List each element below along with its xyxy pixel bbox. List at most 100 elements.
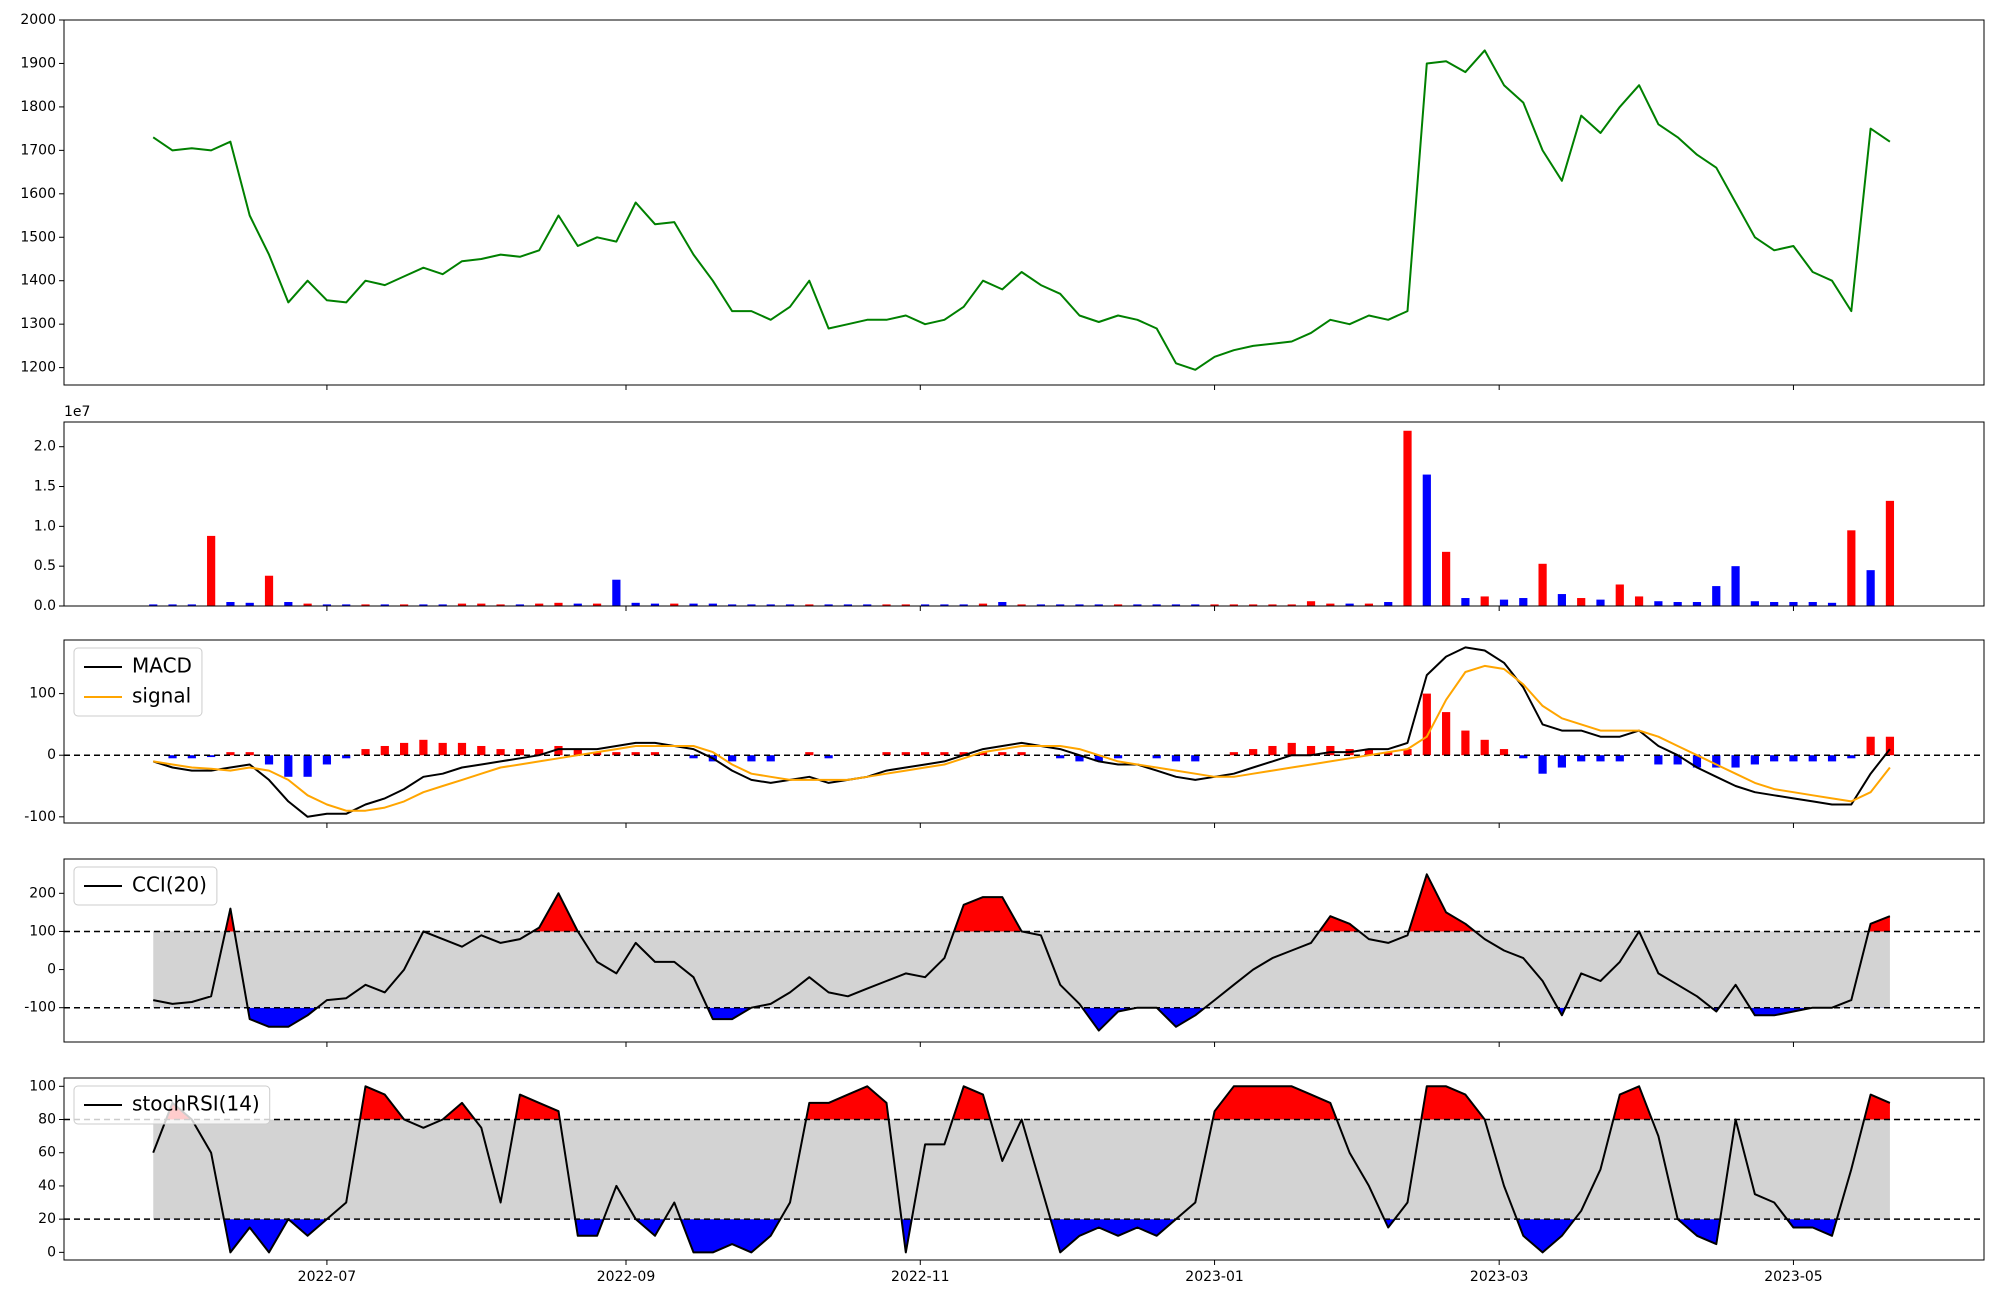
y-tick-label: 2000 bbox=[20, 12, 56, 28]
legend-label: MACD bbox=[132, 654, 192, 678]
histogram-bar bbox=[1480, 739, 1489, 756]
volume-bar bbox=[207, 535, 216, 606]
histogram-bar bbox=[1789, 755, 1798, 762]
legend-label: signal bbox=[132, 684, 191, 708]
volume-bar bbox=[901, 604, 910, 606]
histogram-bar bbox=[882, 752, 891, 756]
histogram-bar bbox=[535, 749, 544, 756]
volume-bar bbox=[1634, 596, 1644, 606]
histogram-bar bbox=[1384, 752, 1393, 756]
histogram-bar bbox=[998, 752, 1007, 756]
y-tick-label: 1300 bbox=[20, 316, 56, 332]
y-tick-label: -100 bbox=[24, 1000, 56, 1016]
volume-bar bbox=[1480, 596, 1489, 606]
volume-bar bbox=[1750, 601, 1759, 606]
volume-bar bbox=[1017, 604, 1026, 606]
volume-bar bbox=[1056, 604, 1065, 606]
histogram-bar bbox=[1673, 755, 1682, 765]
y-tick-label: 100 bbox=[29, 1078, 56, 1094]
histogram-bar bbox=[1403, 749, 1412, 756]
y-tick-label: 0 bbox=[47, 1244, 56, 1260]
volume-bar bbox=[1036, 604, 1045, 606]
volume-bar bbox=[785, 604, 795, 606]
volume-bar bbox=[1461, 598, 1470, 606]
volume-bar bbox=[380, 604, 389, 606]
volume-bar bbox=[940, 604, 949, 606]
x-tick-label: 2023-05 bbox=[1764, 1269, 1823, 1285]
volume-bar bbox=[670, 603, 679, 606]
histogram-bar bbox=[824, 755, 833, 759]
histogram-bar bbox=[1615, 755, 1624, 762]
volume-bar bbox=[1499, 599, 1509, 606]
panel: 0.0 0.5 1.0 1.5 2.0 1e7 bbox=[34, 404, 1985, 614]
panel: -100 0 100 200 CCI(20) bbox=[24, 858, 1985, 1047]
panel-frame bbox=[63, 639, 1985, 824]
histogram-bar bbox=[1249, 749, 1258, 756]
volume-bar bbox=[631, 602, 640, 606]
histogram-bar bbox=[1017, 752, 1026, 756]
histogram-bar bbox=[1422, 693, 1431, 756]
legend: stochRSI(14) bbox=[73, 1085, 271, 1125]
histogram-bar bbox=[1268, 745, 1277, 756]
volume-bar bbox=[843, 604, 853, 606]
histogram-bar bbox=[1287, 742, 1296, 756]
volume-bar bbox=[477, 603, 486, 606]
volume-bar bbox=[1075, 604, 1084, 606]
oversold-fill bbox=[153, 1219, 1890, 1253]
panel-frame bbox=[63, 1077, 1985, 1261]
histogram-bar bbox=[168, 755, 177, 759]
volume-bar bbox=[1113, 604, 1123, 606]
volume-bar bbox=[1249, 604, 1258, 606]
volume-bar bbox=[303, 603, 312, 606]
volume-bar bbox=[1152, 604, 1161, 606]
histogram-bar bbox=[766, 755, 775, 762]
volume-bar bbox=[1326, 603, 1335, 606]
volume-bar bbox=[1442, 551, 1451, 606]
histogram-bar bbox=[1538, 755, 1547, 774]
legend-label: CCI(20) bbox=[132, 873, 207, 897]
histogram-bar bbox=[207, 755, 216, 758]
histogram-bar bbox=[1461, 730, 1470, 756]
volume-bar bbox=[284, 602, 293, 606]
volume-bar bbox=[1422, 474, 1431, 606]
histogram-bar bbox=[1847, 755, 1856, 759]
volume-bar bbox=[747, 604, 756, 606]
histogram-bar bbox=[1364, 749, 1374, 756]
volume-bar bbox=[805, 604, 814, 606]
volume-bar bbox=[766, 604, 775, 606]
panel: 0 20 40 60 80 100 2022-07 2022-09 2022-11 2023-01… bbox=[29, 1077, 1985, 1285]
histogram-bar bbox=[515, 749, 524, 756]
volume-bar bbox=[1808, 602, 1817, 606]
volume-bar bbox=[998, 602, 1007, 606]
volume-bar bbox=[361, 604, 370, 606]
volume-bar bbox=[264, 575, 274, 606]
y-tick-label: 1200 bbox=[20, 360, 56, 376]
neutral-band bbox=[153, 931, 1890, 1008]
volume-bar bbox=[400, 604, 409, 606]
histogram-bar bbox=[689, 755, 698, 759]
histogram-bar bbox=[245, 752, 254, 756]
histogram-bar bbox=[380, 745, 389, 756]
histogram-bar bbox=[1731, 755, 1740, 768]
y-tick-label: 0.0 bbox=[34, 598, 56, 614]
histogram-bar bbox=[1557, 755, 1566, 768]
histogram-bar bbox=[1827, 755, 1837, 762]
volume-bar bbox=[1885, 500, 1895, 606]
volume-bar bbox=[1557, 594, 1566, 606]
x-tick-label: 2022-09 bbox=[597, 1269, 656, 1285]
volume-bar bbox=[689, 603, 698, 606]
histogram-bar bbox=[1229, 752, 1238, 756]
volume-bar bbox=[708, 603, 717, 606]
volume-bar bbox=[1287, 604, 1296, 606]
panel-frame bbox=[63, 19, 1985, 386]
histogram-bar bbox=[457, 742, 467, 756]
y-tick-label: 200 bbox=[29, 885, 56, 901]
volume-bar bbox=[1229, 604, 1238, 606]
x-tick-label: 2023-03 bbox=[1470, 1269, 1529, 1285]
y-tick-label: 20 bbox=[38, 1211, 56, 1227]
volume-bar bbox=[1268, 604, 1277, 606]
histogram-bar bbox=[805, 752, 814, 756]
histogram-bar bbox=[592, 752, 602, 756]
volume-bar bbox=[1596, 599, 1605, 606]
overbought-fill bbox=[166, 1086, 1890, 1120]
